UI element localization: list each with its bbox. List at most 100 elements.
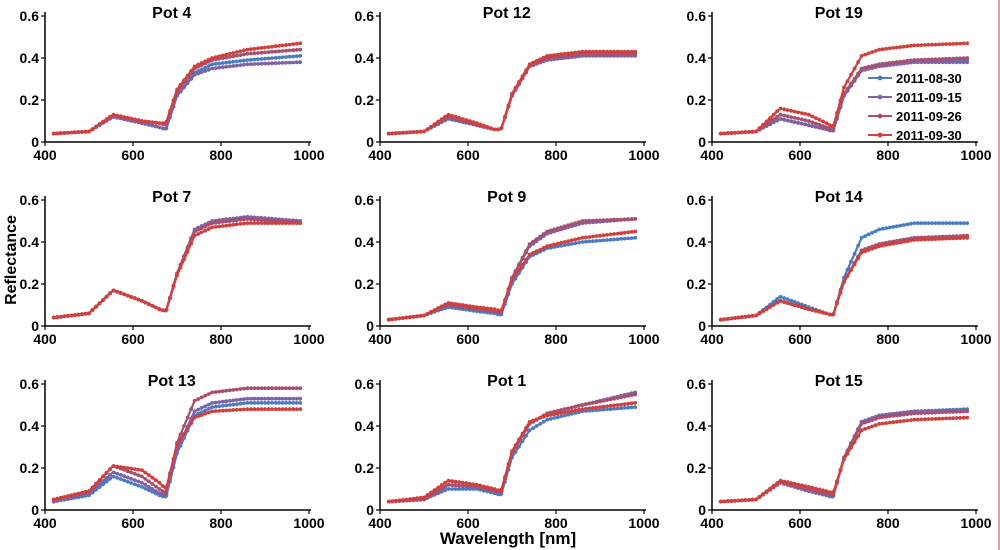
- data-point: [799, 111, 804, 115]
- data-point: [782, 117, 787, 122]
- data-point: [118, 291, 123, 295]
- data-point: [591, 408, 595, 413]
- data-point: [129, 476, 134, 481]
- data-point: [891, 420, 896, 425]
- data-point: [555, 411, 560, 416]
- data-point: [97, 122, 102, 127]
- data-point: [234, 218, 239, 223]
- data-point: [439, 490, 444, 494]
- data-point: [887, 242, 892, 247]
- data-point: [958, 41, 963, 46]
- panel-title: Pot 7: [152, 189, 191, 206]
- series-line-2011-09-15: [53, 215, 301, 319]
- data-point: [101, 474, 105, 479]
- data-point: [213, 62, 218, 66]
- data-point: [541, 414, 546, 419]
- data-point: [761, 309, 765, 314]
- data-point: [393, 131, 398, 136]
- data-point: [729, 499, 734, 503]
- data-point: [940, 416, 945, 421]
- data-point: [217, 224, 222, 229]
- data-point: [552, 242, 557, 247]
- data-point: [718, 317, 723, 322]
- x-tick-label: 400: [700, 331, 724, 347]
- data-point: [206, 64, 211, 68]
- data-point: [291, 48, 296, 53]
- data-point: [733, 316, 737, 320]
- data-point: [291, 396, 296, 401]
- data-point: [782, 296, 787, 300]
- data-point: [622, 406, 627, 410]
- data-point: [524, 425, 528, 430]
- data-point: [555, 409, 560, 413]
- data-point: [157, 491, 162, 496]
- data-point: [524, 433, 528, 438]
- x-tick-label: 800: [209, 515, 233, 531]
- data-point: [725, 499, 730, 504]
- data-point: [884, 243, 889, 247]
- data-point: [474, 482, 479, 487]
- data-point: [154, 489, 158, 493]
- data-point: [838, 468, 843, 473]
- data-point: [386, 131, 391, 136]
- data-point: [217, 220, 222, 225]
- data-point: [203, 408, 208, 413]
- data-point: [813, 121, 818, 126]
- data-point: [555, 52, 560, 57]
- data-point: [569, 409, 574, 413]
- data-point: [923, 221, 927, 226]
- panel-pot-15: 0 0.2 0.4 0.6 400 600 800 1000 Pot 15: [687, 373, 992, 531]
- data-point: [164, 489, 169, 494]
- data-point: [806, 485, 811, 489]
- data-point: [453, 479, 458, 484]
- data-point: [150, 123, 155, 128]
- data-point: [771, 120, 776, 125]
- data-point: [789, 108, 794, 113]
- legend-label: 2011-09-15: [896, 90, 962, 105]
- data-point: [192, 398, 197, 403]
- data-point: [439, 486, 444, 491]
- y-tick-label: 0: [366, 134, 374, 150]
- data-point: [608, 397, 613, 402]
- data-point: [178, 437, 183, 442]
- data-point: [397, 498, 402, 503]
- data-point: [961, 409, 966, 414]
- data-point: [584, 406, 588, 411]
- data-point: [548, 53, 553, 58]
- data-point: [238, 401, 243, 406]
- y-tick-label: 0.6: [687, 192, 707, 208]
- data-point: [192, 64, 197, 69]
- data-point: [891, 225, 896, 229]
- x-tick-label: 800: [209, 147, 233, 163]
- data-point: [965, 409, 970, 414]
- data-point: [517, 437, 521, 442]
- data-point: [559, 52, 564, 57]
- data-point: [845, 79, 850, 83]
- data-point: [531, 239, 535, 244]
- data-point: [870, 424, 875, 429]
- data-point: [601, 407, 606, 412]
- data-point: [259, 46, 264, 50]
- data-point: [965, 235, 970, 240]
- data-point: [633, 235, 638, 240]
- data-point: [615, 49, 620, 54]
- data-point: [450, 487, 455, 491]
- data-point: [951, 416, 955, 421]
- y-tick-label: 0.2: [687, 276, 707, 292]
- data-point: [562, 407, 567, 412]
- data-point: [496, 308, 500, 313]
- data-point: [562, 413, 567, 418]
- data-point: [210, 225, 215, 230]
- data-point: [220, 61, 225, 65]
- data-point: [796, 121, 801, 125]
- data-point: [633, 401, 638, 405]
- data-point: [252, 62, 257, 66]
- data-point: [256, 221, 260, 226]
- data-point: [785, 301, 790, 305]
- data-point: [143, 470, 148, 475]
- data-point: [856, 243, 860, 248]
- data-point: [122, 465, 127, 470]
- data-point: [859, 250, 864, 255]
- data-point: [806, 123, 811, 128]
- data-point: [601, 49, 606, 54]
